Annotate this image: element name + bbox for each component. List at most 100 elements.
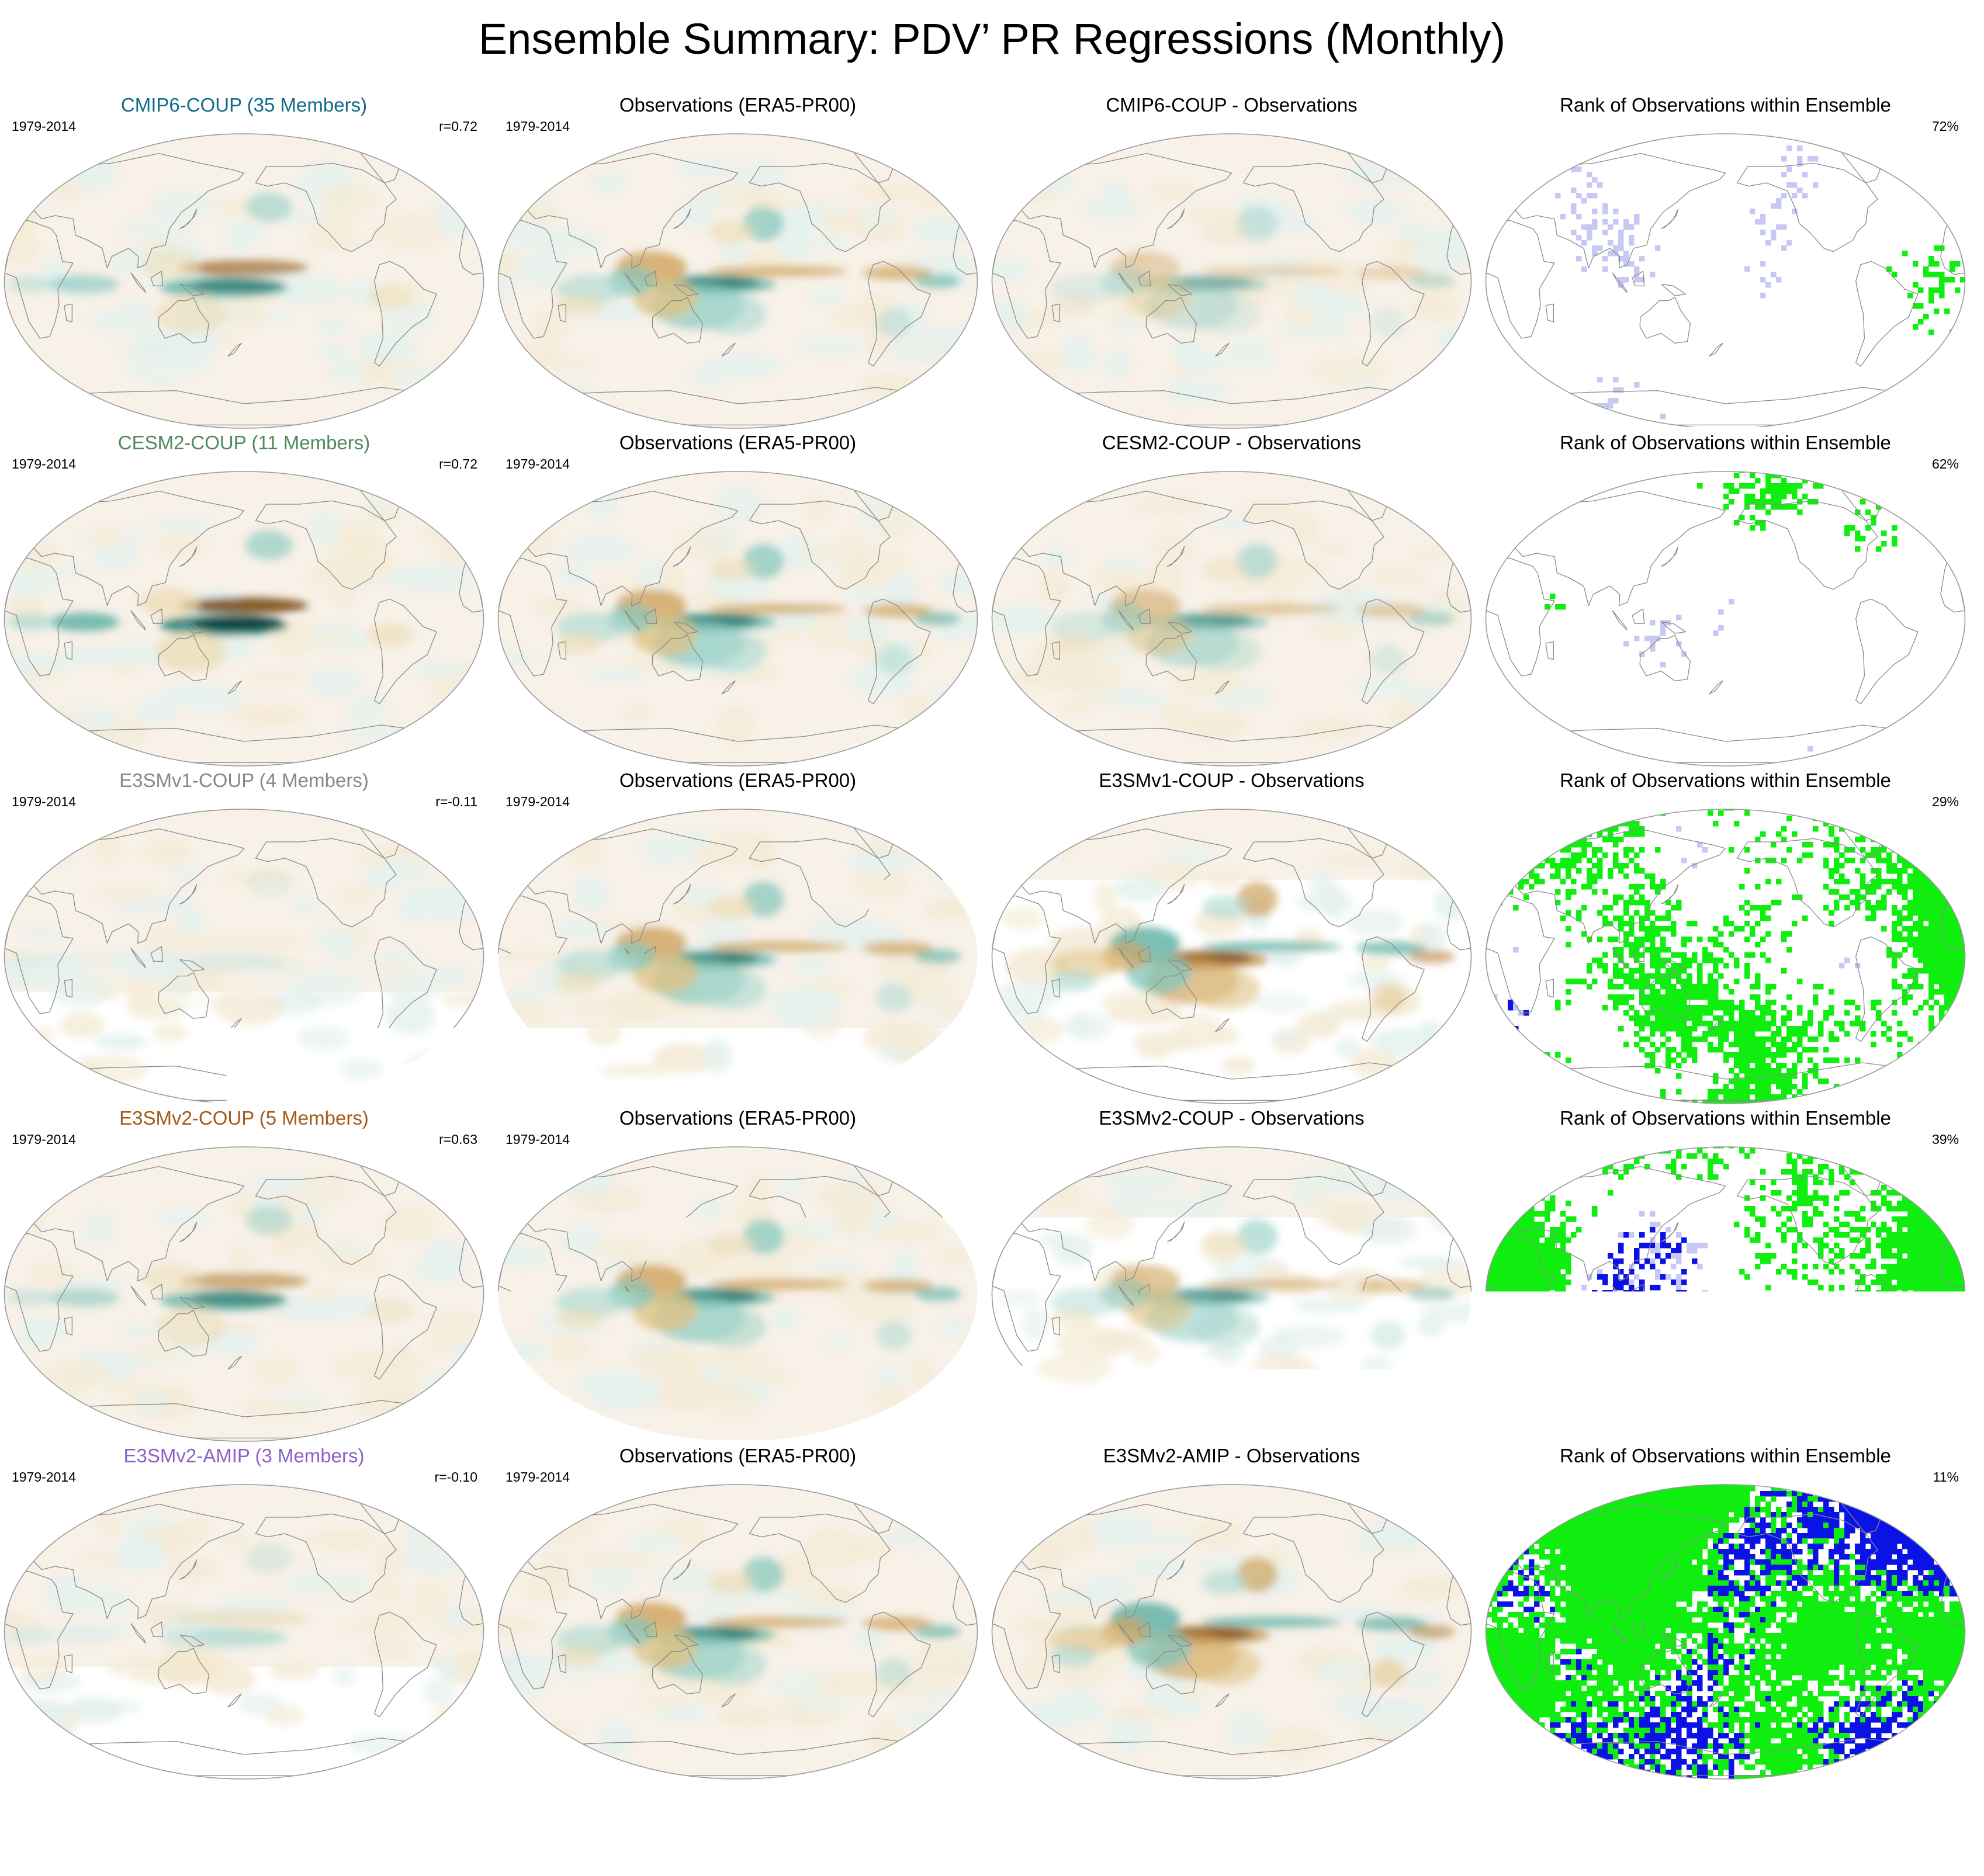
rank-cell [1666,1253,1671,1259]
rank-cell [1950,868,1955,874]
rank-cell [1634,1042,1640,1048]
rank-cell [1781,1237,1787,1243]
rank-cell [1702,1021,1708,1027]
rank-cell [1834,1253,1840,1259]
rank-cell [1965,884,1971,890]
rank-cell [1634,942,1640,948]
rank-cell [1834,1143,1840,1149]
rank-cell [1655,1269,1661,1275]
rank-cell [1576,852,1582,858]
rank-cell [1750,1036,1756,1042]
rank-cell [1829,1290,1834,1296]
rank-cell [1834,1227,1840,1233]
anomaly-blob [1222,1057,1254,1074]
anomaly-blob [317,318,349,335]
rank-cell [1676,1031,1682,1037]
rank-cell [1492,1227,1498,1233]
rank-cell [1502,1084,1508,1090]
rank-cell [1729,1026,1734,1032]
rank-cell [1765,1036,1771,1042]
rank-cell [1639,1311,1645,1317]
rank-cell [1913,858,1919,864]
anomaly-blob [914,274,961,288]
rank-cell [1587,984,1592,990]
rank-cell [1939,858,1945,864]
rank-cell [1965,330,1971,335]
rank-cell [1765,1253,1771,1259]
rank-cell [1723,1052,1729,1058]
rank-cell [1939,837,1945,842]
rank-cell [1829,1295,1834,1301]
rank-cell [1965,931,1971,937]
anomaly-blob [912,219,970,244]
rank-cell [1539,1222,1545,1227]
rank-cell [1524,863,1529,869]
rank-cell [1587,879,1592,885]
rank-cell [1913,889,1919,895]
rank-cell [1829,873,1834,879]
rank-cell [1608,805,1613,811]
rank-cell [1481,1159,1487,1164]
rank-cell [1734,1031,1740,1037]
rank-cell [1718,958,1724,963]
rank-cell [1955,973,1961,979]
rank-cell [1708,1094,1713,1100]
rank-cell [1508,1316,1514,1322]
rank-cell [1708,1031,1713,1037]
rank-cell [1902,1269,1908,1275]
rank-cell [1481,1094,1487,1100]
rank-cell [1907,1227,1913,1233]
rank-cell [1850,525,1855,531]
rank-cell [1918,1005,1924,1011]
rank-cell [1918,1290,1924,1296]
rank-cell [1802,172,1808,178]
rank-cell [1623,1279,1629,1285]
rank-cell [1792,488,1798,494]
rank-cell [1955,1190,1961,1196]
rank-cell [1613,842,1619,848]
rank-cell [1644,873,1650,879]
rank-cell [1613,424,1619,430]
rank-cell [1871,905,1876,911]
rank-cell [1939,847,1945,853]
rank-cell [1481,847,1487,853]
rank-cell [1776,488,1782,494]
rank-cell [1902,1148,1908,1154]
rank-cell [1928,1306,1934,1312]
rank-cell [1923,863,1929,869]
rank-cell [1708,979,1713,984]
rank-cell [1934,1279,1940,1285]
rank-cell [1492,130,1498,136]
rank-cell [1497,1279,1503,1285]
rank-cell [1634,863,1640,869]
rank-cell [1744,968,1750,974]
rank-cell [1797,499,1803,505]
rank-cell [1797,483,1803,489]
rank-cell [1923,1290,1929,1296]
rank-cell [1955,1031,1961,1037]
rank-cell [1676,1052,1682,1058]
rank-cell [1497,863,1503,869]
rank-cell [1829,1036,1834,1042]
rank-cell [1734,1005,1740,1011]
rank-cell [1892,1295,1898,1301]
rank-cell [1886,1264,1892,1270]
rank-cell [1487,172,1493,178]
rank-cell [1802,1084,1808,1090]
rank-cell [1681,952,1687,958]
rank-cell [1502,709,1508,715]
rank-cell [1760,214,1766,220]
rank-cell [1876,546,1882,552]
rank-cell [1545,858,1550,864]
rank-cell [1481,1222,1487,1227]
rank-cell [1934,1159,1940,1164]
rank-cell [1723,1036,1729,1042]
rank-cell [1786,1227,1792,1233]
rank-cell [1634,1311,1640,1317]
anomaly-blob [1404,688,1469,707]
rank-cell [1513,172,1519,178]
rank-cell [1513,151,1519,157]
rank-cell [1497,805,1503,811]
rank-cell [1955,842,1961,848]
rank-cell [1750,494,1756,500]
